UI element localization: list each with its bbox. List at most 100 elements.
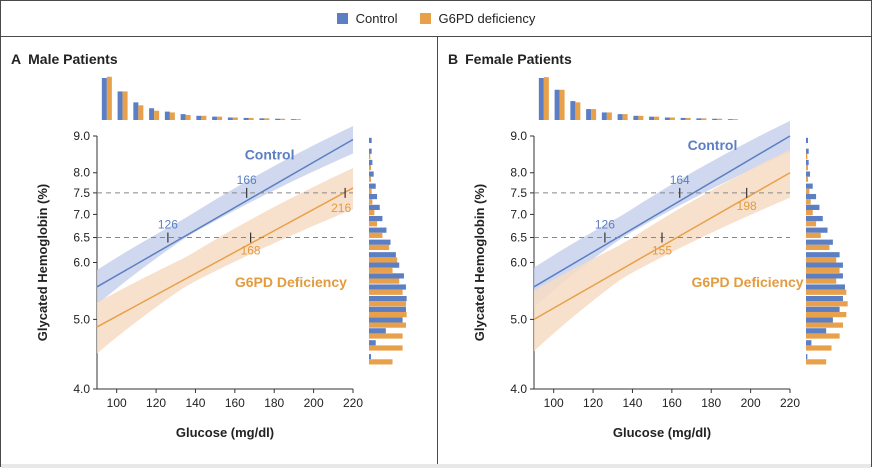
glucose-hist-bar-control xyxy=(649,116,655,120)
panel-letter: B xyxy=(448,51,459,67)
glucose-hist-bar-control xyxy=(712,118,718,120)
annotation-label: 216 xyxy=(331,201,351,215)
hba1c-hist-bar-control xyxy=(806,354,808,360)
hba1c-hist-bar-g6pd xyxy=(369,176,372,182)
hba1c-hist-bar-g6pd xyxy=(369,301,406,307)
regression-line-g6pd xyxy=(533,172,791,321)
panel-male: A Male Patients 4.0 5.0 6.0 6.5 7.0 7.5 8.0 9.0 1… xyxy=(1,37,438,465)
hba1c-hist-bar-g6pd xyxy=(806,289,847,295)
glucose-hist-bar-control xyxy=(586,109,592,120)
regression-line-g6pd xyxy=(96,187,354,328)
hba1c-hist-bar-control xyxy=(806,148,809,154)
hba1c-hist-bar-control xyxy=(369,137,372,144)
hba1c-hist-bar-control xyxy=(369,239,391,245)
y-tick-label: 6.0 xyxy=(510,256,527,270)
hba1c-hist-bar-g6pd xyxy=(369,345,403,351)
glucose-hist-bar-control xyxy=(696,118,702,120)
hba1c-hist-bar-g6pd xyxy=(369,232,383,238)
x-tick-label: 140 xyxy=(622,396,642,410)
hba1c-hist-bar-control xyxy=(806,204,820,210)
panel-letter: A xyxy=(11,51,22,67)
glucose-hist-bar-g6pd xyxy=(606,112,612,120)
glucose-hist-bar-g6pd xyxy=(295,119,301,120)
glucose-hist-bar-g6pd xyxy=(185,114,191,120)
hba1c-hist-bar-control xyxy=(806,252,840,258)
hba1c-hist-bar-g6pd xyxy=(806,176,809,182)
hba1c-hist-bar-control xyxy=(369,227,387,233)
y-tick-label: 6.5 xyxy=(510,231,527,245)
y-tick-label: 8.0 xyxy=(73,166,90,180)
hba1c-hist-bar-g6pd xyxy=(806,267,840,273)
hba1c-hist-bar-control xyxy=(369,306,406,312)
hba1c-hist-bar-control xyxy=(369,284,406,290)
y-tick-label: 6.5 xyxy=(73,231,90,245)
x-tick-label: 140 xyxy=(185,396,205,410)
glucose-hist-bar-control xyxy=(538,78,544,120)
confidence-band-g6pd xyxy=(534,149,790,352)
panel-female: B Female Patients 4.0 5.0 6.0 6.5 7.0 7.5 8.0 9.… xyxy=(438,37,871,465)
regression-line-control xyxy=(533,135,791,288)
glucose-hist-bar-g6pd xyxy=(264,118,270,120)
glucose-hist-bar-control xyxy=(227,117,233,120)
annotation-label: 126 xyxy=(158,218,178,232)
x-tick-label: 120 xyxy=(146,396,166,410)
confidence-band-control xyxy=(97,126,353,305)
hba1c-hist-bar-g6pd xyxy=(369,199,373,205)
glucose-hist-bar-control xyxy=(275,118,281,120)
x-tick-label: 100 xyxy=(544,396,564,410)
legend: Control G6PD deficiency xyxy=(1,1,871,37)
glucose-hist-bar-g6pd xyxy=(701,118,707,120)
glucose-hist-bar-g6pd xyxy=(638,115,644,120)
x-tick-label: 100 xyxy=(107,396,127,410)
hba1c-hist-bar-control xyxy=(806,193,817,200)
glucose-hist-bar-control xyxy=(664,117,670,120)
y-tick-label: 6.0 xyxy=(73,256,90,270)
hba1c-hist-bar-control xyxy=(806,284,845,290)
x-tick-label: 160 xyxy=(225,396,245,410)
annotation-label: 164 xyxy=(670,173,690,187)
regression-line-control xyxy=(96,138,354,288)
x-tick-label: 220 xyxy=(780,396,800,410)
x-tick-label: 200 xyxy=(304,396,324,410)
hba1c-hist-bar-g6pd xyxy=(806,165,809,171)
series-label-g6pd: G6PD Deficiency xyxy=(235,274,347,290)
glucose-hist-bar-g6pd xyxy=(732,119,738,120)
glucose-hist-bar-g6pd xyxy=(685,117,691,120)
x-axis-label: Glucose (mg/dl) xyxy=(613,425,711,440)
hba1c-hist-bar-g6pd xyxy=(806,221,817,227)
glucose-hist-bar-g6pd xyxy=(717,118,723,120)
x-tick-label: 180 xyxy=(701,396,721,410)
hba1c-hist-bar-control xyxy=(369,215,383,222)
glucose-hist-bar-g6pd xyxy=(248,117,254,120)
hba1c-hist-bar-g6pd xyxy=(806,188,810,194)
hba1c-hist-bar-control xyxy=(806,239,833,245)
y-tick-label: 5.0 xyxy=(73,312,90,326)
glucose-hist-bar-control xyxy=(601,112,607,120)
legend-label-g6pd: G6PD deficiency xyxy=(438,11,536,26)
glucose-hist-bar-g6pd xyxy=(654,116,660,120)
chart-female: 4.0 5.0 6.0 6.5 7.0 7.5 8.0 9.0 100 120 140 160 180 2… xyxy=(472,77,848,440)
x-tick-label: 180 xyxy=(264,396,284,410)
glucose-hist-bar-control xyxy=(554,89,560,120)
hba1c-hist-bar-g6pd xyxy=(369,322,406,328)
glucose-hist-bar-g6pd xyxy=(106,76,112,120)
hba1c-hist-bar-control xyxy=(806,273,843,279)
glucose-hist-bar-control xyxy=(633,115,639,120)
glucose-hist-bar-control xyxy=(243,117,249,120)
glucose-hist-bar-g6pd xyxy=(575,102,581,120)
bottom-strip xyxy=(1,464,871,468)
hba1c-hist-bar-control xyxy=(369,262,400,268)
legend-swatch-control xyxy=(336,13,348,24)
glucose-hist-bar-control xyxy=(570,101,576,120)
hba1c-hist-bar-g6pd xyxy=(369,359,393,365)
y-tick-label: 7.0 xyxy=(73,207,90,221)
hba1c-hist-bar-control xyxy=(369,204,380,210)
hba1c-hist-bar-g6pd xyxy=(806,322,843,328)
hba1c-hist-bar-control xyxy=(369,148,372,154)
x-tick-label: 220 xyxy=(343,396,363,410)
x-tick-label: 120 xyxy=(583,396,603,410)
glucose-hist-bar-g6pd xyxy=(280,118,286,120)
glucose-hist-bar-g6pd xyxy=(232,117,238,120)
hba1c-hist-bar-g6pd xyxy=(369,165,372,171)
hba1c-hist-bar-g6pd xyxy=(369,244,390,251)
